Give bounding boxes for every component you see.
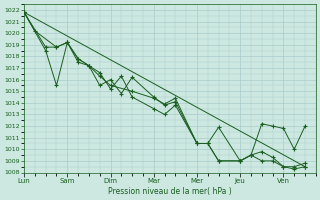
X-axis label: Pression niveau de la mer( hPa ): Pression niveau de la mer( hPa ) — [108, 187, 232, 196]
